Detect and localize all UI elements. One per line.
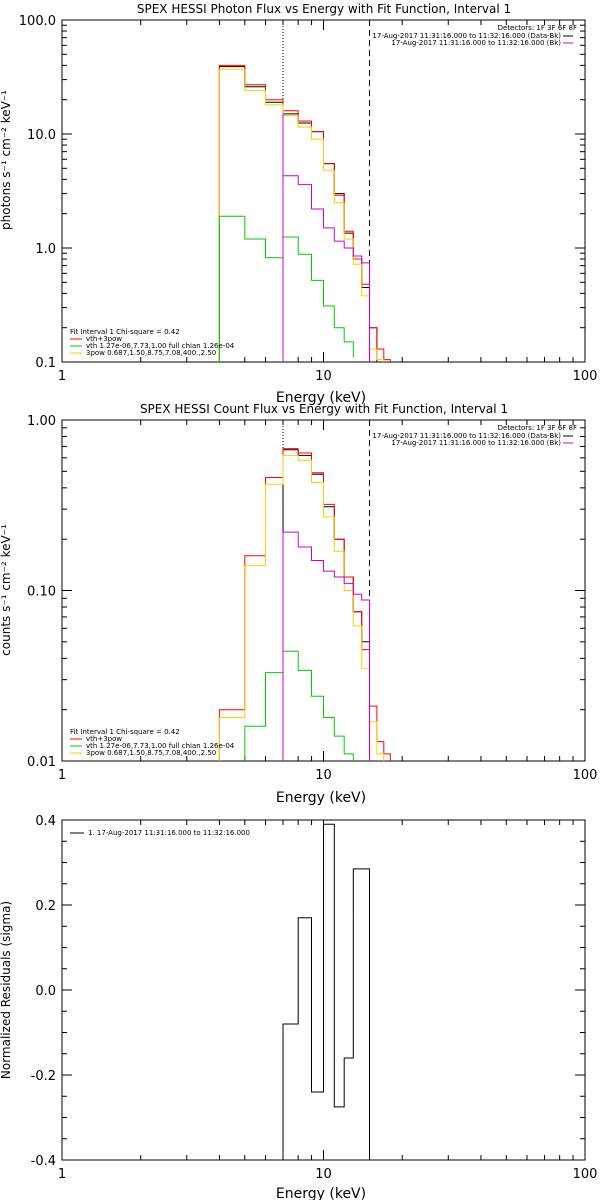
count-fit-powerlaw: 3pow 0.687,1.50,8.75,7.08,400.,2.50: [86, 749, 216, 757]
x-tick-label: 10: [315, 1167, 332, 1182]
y-tick-label: -0.4: [31, 1154, 56, 1169]
x-tick-label: 1: [58, 1167, 66, 1182]
photon-fit-legend: Fit Interval 1 Chi-square = 0.42 vth+3po…: [70, 328, 235, 357]
photon-fit-total: vth+3pow: [86, 335, 122, 343]
photon-x-axis-label: Energy (keV): [276, 390, 366, 406]
x-tick-label: 100: [573, 768, 598, 783]
photon-legend-detectors: Detectors: 1F 3F 6F 8F: [498, 24, 577, 32]
y-tick-label: 0.4: [35, 814, 56, 829]
count-energy-markers: [282, 420, 371, 761]
count-flux-panel: SPEX HESSI Count Flux vs Energy with Fit…: [0, 402, 597, 806]
count-axis-ticks: [61, 420, 585, 762]
y-tick-label: 1.0: [35, 242, 56, 257]
photon-panel-title: SPEX HESSI Photon Flux vs Energy with Fi…: [137, 2, 511, 16]
count-x-axis-label: Energy (keV): [276, 790, 366, 806]
count-panel-title: SPEX HESSI Count Flux vs Energy with Fit…: [140, 402, 508, 416]
photon-top-legend: Detectors: 1F 3F 6F 8F 17-Aug-2017 11:31…: [372, 24, 577, 47]
residuals-x-axis-label: Energy (keV): [276, 1186, 366, 1200]
count-fit-thermal: vth 1.27e-06,7.73,1.00 full chian 1.26e-…: [86, 742, 235, 750]
y-tick-label: 100.0: [19, 14, 56, 29]
x-tick-label: 10: [315, 369, 332, 384]
x-tick-label: 1: [58, 369, 66, 384]
y-tick-label: 0.10: [27, 585, 56, 600]
photon-fit-powerlaw: 3pow 0.687,1.50,8.75,7.08,400.,2.50: [86, 349, 216, 357]
count-fit-total: vth+3pow: [86, 735, 122, 743]
photon-x-tick-labels: 1 10 100: [58, 369, 598, 384]
count-legend-detectors: Detectors: 1F 3F 6F 8F: [498, 424, 577, 432]
x-tick-label: 100: [573, 1167, 598, 1182]
count-y-tick-labels: 0.01 0.10 1.00: [27, 414, 56, 770]
spectrum-series-4: [218, 215, 354, 362]
y-tick-label: 0.2: [35, 899, 56, 914]
photon-legend-bk: 17-Aug-2017 11:31:16.000 to 11:32:16.000…: [391, 39, 561, 47]
residuals-x-tick-labels: 1 10 100: [58, 1167, 598, 1182]
y-tick-label: -0.2: [31, 1069, 56, 1084]
photon-legend-data-bk: 17-Aug-2017 11:31:16.000 to 11:32:16.000…: [372, 32, 561, 40]
x-tick-label: 100: [573, 369, 598, 384]
count-fit-legend: Fit Interval 1 Chi-square = 0.42 vth+3po…: [70, 728, 235, 757]
spectrum-series-0: [282, 823, 370, 1160]
count-x-tick-labels: 1 10 100: [58, 768, 598, 783]
y-tick-label: 0.0: [35, 984, 56, 999]
spectrum-series-3: [282, 175, 370, 362]
spectrum-series-4: [244, 650, 354, 761]
count-series: [218, 448, 391, 761]
y-tick-label: 1.00: [27, 414, 56, 429]
spectrum-series-3: [282, 531, 370, 761]
photon-plot-frame: [61, 19, 586, 363]
residuals-legend-text: 1. 17-Aug-2017 11:31:16.000 to 11:32:16.…: [88, 829, 250, 837]
residuals-legend: 1. 17-Aug-2017 11:31:16.000 to 11:32:16.…: [70, 829, 250, 837]
y-tick-label: 0.01: [27, 755, 56, 770]
photon-y-tick-labels: 0.1 1.0 10.0 100.0: [19, 14, 56, 371]
photon-series: [218, 64, 391, 362]
residuals-y-tick-labels: -0.4 -0.2 0.0 0.2 0.4: [31, 814, 56, 1169]
y-tick-label: 0.1: [35, 356, 56, 371]
residuals-panel: 1 10 100 -0.4 -0.2 0.0 0.2 0.4 Energy (keV) No…: [0, 814, 597, 1200]
photon-axis-ticks: [61, 20, 585, 363]
photon-flux-panel: SPEX HESSI Photon Flux vs Energy with Fi…: [0, 2, 597, 406]
count-y-axis-label: counts s⁻¹ cm⁻² keV⁻¹: [0, 524, 13, 656]
photon-fit-header: Fit Interval 1 Chi-square = 0.42: [70, 328, 180, 336]
residuals-y-axis-label: Normalized Residuals (sigma): [0, 901, 13, 1079]
spectrum-series-1: [218, 64, 391, 362]
photon-y-axis-label: photons s⁻¹ cm⁻² keV⁻¹: [0, 90, 13, 230]
spectrum-series-2: [218, 68, 385, 362]
photon-fit-thermal: vth 1.27e-06,7.73,1.00 full chian 1.26e-…: [86, 342, 235, 350]
count-fit-header: Fit Interval 1 Chi-square = 0.42: [70, 728, 180, 736]
residuals-axis-ticks: [61, 819, 585, 1161]
spectrum-series-2: [218, 454, 385, 761]
count-legend-data-bk: 17-Aug-2017 11:31:16.000 to 11:32:16.000…: [372, 432, 561, 440]
x-tick-label: 10: [315, 768, 332, 783]
spectrum-series-0: [282, 449, 370, 761]
count-legend-bk: 17-Aug-2017 11:31:16.000 to 11:32:16.000…: [391, 439, 561, 447]
residuals-series: [282, 823, 370, 1160]
x-tick-label: 1: [58, 768, 66, 783]
count-top-legend: Detectors: 1F 3F 6F 8F 17-Aug-2017 11:31…: [372, 424, 577, 447]
photon-energy-markers: [282, 20, 371, 362]
y-tick-label: 10.0: [27, 128, 56, 143]
